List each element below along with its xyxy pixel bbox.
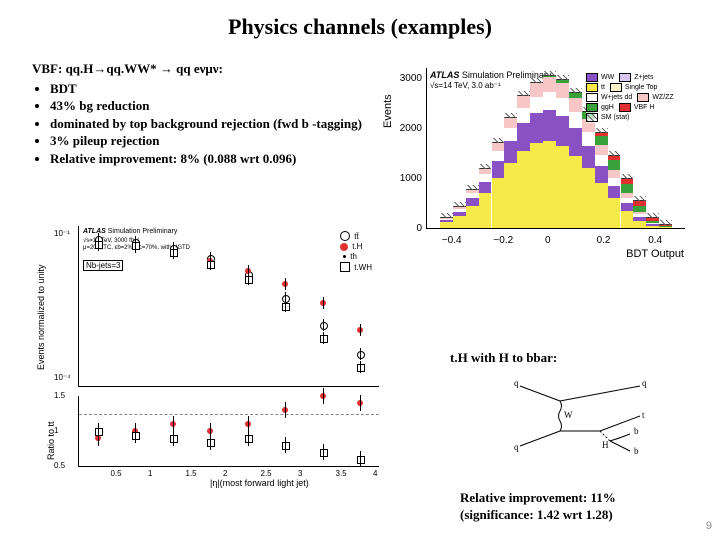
- bdt-bar-segment: [504, 127, 517, 141]
- vbf-text-block: VBF: qq.H→qq.WW* → qq eνμν: BDT 43% bg r…: [32, 60, 382, 167]
- bdt-bar-segment: [504, 117, 517, 128]
- vbf-item: BDT: [50, 80, 382, 98]
- bdt-bar-segment: [582, 145, 595, 169]
- bdt-chart: Events ATLAS Simulation Preliminary √s=1…: [384, 58, 704, 258]
- svg-text:H: H: [602, 440, 609, 450]
- bdt-bar-segment: [595, 182, 608, 228]
- bdt-bar-segment: [569, 127, 582, 156]
- bdt-bar-segment: [492, 177, 505, 228]
- bdt-bar-segment: [517, 150, 530, 229]
- svg-text:b: b: [634, 426, 639, 436]
- bdt-bar-segment: [530, 96, 543, 114]
- bdt-bar-segment: [479, 181, 492, 194]
- bdt-bar-segment: [582, 131, 595, 146]
- data-point: [132, 242, 140, 250]
- svg-text:q: q: [642, 378, 647, 388]
- bdt-bar-segment: [608, 185, 621, 199]
- bdt-bar-segment: [543, 109, 556, 141]
- bdt-bar-segment: [530, 112, 543, 143]
- ll-legend: tt̄t.Htht.WH: [340, 230, 372, 273]
- ll-xlabel: |η|(most forward light jet): [210, 478, 309, 488]
- vbf-list: BDT 43% bg reduction dominated by top ba…: [32, 80, 382, 168]
- bdt-bar-segment: [556, 82, 569, 98]
- bdt-bar-segment: [479, 192, 492, 228]
- svg-text:q: q: [514, 442, 519, 452]
- bdt-bar-segment: [492, 160, 505, 179]
- bdt-bar-segment: [530, 142, 543, 228]
- bdt-bar-segment: [621, 202, 634, 211]
- ll-ylabel: Events normalized to unity: [36, 264, 46, 370]
- feynman-diagram: q q q W t H b b: [510, 376, 650, 456]
- bdt-bar-segment: [595, 144, 608, 155]
- bdt-bar-segment: [517, 95, 530, 109]
- svg-text:W: W: [564, 410, 573, 420]
- bdt-bar-segment: [543, 140, 556, 229]
- data-point: [207, 261, 215, 269]
- bdt-bar-segment: [492, 150, 505, 161]
- bdt-bar-segment: [543, 91, 556, 110]
- bdt-bar-segment: [440, 221, 453, 228]
- bdt-bar-segment: [466, 205, 479, 229]
- bdt-bar-segment: [633, 220, 646, 229]
- bdt-bar-segment: [633, 205, 646, 212]
- svg-text:t: t: [642, 410, 645, 420]
- bdt-bar-segment: [569, 155, 582, 229]
- improvement-line1: Relative improvement: 11%: [460, 490, 700, 507]
- ratio-plot-area: [78, 396, 379, 467]
- bdt-bar-segment: [504, 162, 517, 228]
- vbf-item: dominated by top background rejection (f…: [50, 115, 382, 133]
- bdt-bar-segment: [608, 197, 621, 228]
- data-point: [170, 249, 178, 257]
- bdt-bar-segment: [466, 197, 479, 206]
- th-heading: t.H with H to bbar:: [450, 350, 700, 366]
- bdt-bar-segment: [556, 115, 569, 146]
- bdt-bar-segment: [595, 165, 608, 184]
- bdt-bar-segment: [569, 97, 582, 112]
- data-point: [245, 276, 253, 284]
- vbf-item: 3% pileup rejection: [50, 132, 382, 150]
- bdt-bar-segment: [556, 145, 569, 229]
- page-title: Physics channels (examples): [0, 0, 720, 46]
- data-point: [320, 322, 328, 330]
- bdt-bar-segment: [608, 177, 621, 186]
- vbf-heading: VBF: qq.H→qq.WW* → qq eνμν:: [32, 60, 382, 78]
- bdt-bar-segment: [543, 76, 556, 92]
- vbf-item: Relative improvement: 8% (0.088 wrt 0.09…: [50, 150, 382, 168]
- ll-plot-area: ATLAS Simulation Preliminary √s=13 TeV, …: [78, 226, 379, 387]
- bdt-bar-segment: [595, 154, 608, 166]
- bdt-bar-segment: [479, 173, 492, 182]
- bdt-xlabel: BDT Output: [626, 248, 684, 260]
- improvement-line2: (significance: 1.42 wrt 1.28): [460, 507, 700, 524]
- nbjets-box: Nb-jets=3: [83, 260, 123, 271]
- bdt-bar-segment: [517, 107, 530, 123]
- data-point: [357, 351, 365, 359]
- improvement-text: Relative improvement: 11% (significance:…: [460, 490, 700, 524]
- bdt-bar-segment: [569, 111, 582, 128]
- log-chart: Events normalized to unity Ratio to tt A…: [30, 220, 400, 500]
- data-point: [282, 295, 290, 303]
- bdt-bar-segment: [556, 97, 569, 116]
- bdt-bar-segment: [595, 135, 608, 145]
- bdt-bar-segment: [517, 122, 530, 151]
- bdt-bar-segment: [582, 167, 595, 228]
- data-point: [357, 364, 365, 372]
- page-number: 9: [706, 520, 712, 532]
- bdt-bar-segment: [621, 210, 634, 229]
- bdt-bar-segment: [504, 140, 517, 164]
- vbf-item: 43% bg reduction: [50, 97, 382, 115]
- bdt-bar-segment: [492, 142, 505, 151]
- data-point: [320, 335, 328, 343]
- bdt-bar-segment: [608, 159, 621, 170]
- svg-text:b: b: [634, 446, 639, 456]
- data-point: [95, 241, 103, 249]
- bdt-legend: WWZ+jetsttSingle TopW+jets ddWZ/ZZggHVBF…: [586, 72, 700, 123]
- bdt-bar-segment: [621, 183, 634, 193]
- bdt-bar-segment: [608, 169, 621, 178]
- data-point: [282, 303, 290, 311]
- bdt-bar-segment: [530, 82, 543, 97]
- svg-text:q: q: [514, 378, 519, 388]
- bdt-bar-segment: [453, 215, 466, 229]
